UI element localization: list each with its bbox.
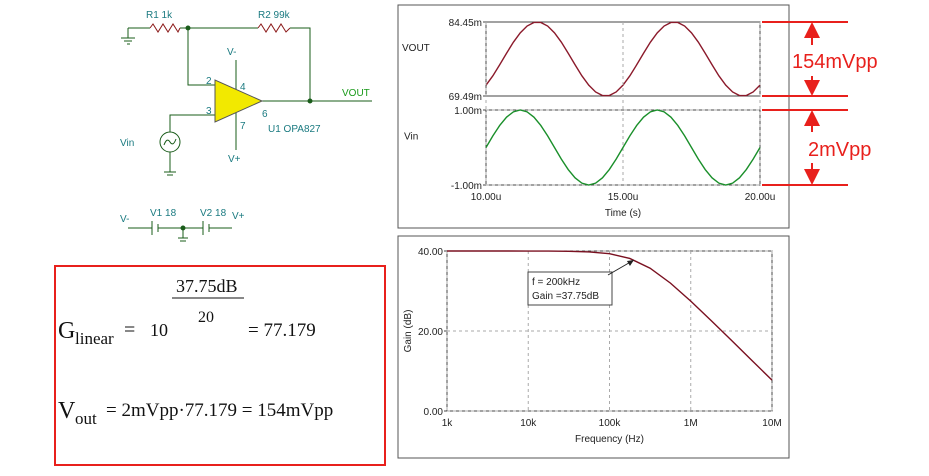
x-tick-label: 10k [520, 418, 537, 429]
equation-box [54, 265, 386, 466]
eq-subscript: linear [75, 329, 114, 348]
supply-label: V+ [232, 211, 245, 222]
pin-label: 7 [240, 121, 246, 132]
y-tick-label: 84.45m [449, 18, 482, 29]
eq-result: = 2mVpp·77.179 = 154mVpp [106, 400, 333, 421]
eq-subscript: out [75, 409, 97, 428]
node [185, 25, 191, 31]
source-wave [163, 138, 177, 146]
x-tick-label: 100k [599, 418, 622, 429]
r1-label: R1 1k [146, 10, 173, 21]
eq-equals: = [124, 319, 135, 341]
y-tick-label: 20.00 [418, 327, 443, 338]
supply-label: V- [120, 214, 129, 225]
series-name: VOUT [402, 43, 430, 54]
eq-exponent-numerator: 37.75dB [176, 276, 238, 296]
y-tick-label: 1.00m [454, 106, 482, 117]
series-line [447, 250, 773, 381]
annotation-arrowhead [626, 260, 634, 266]
x-tick-label: 1k [442, 418, 454, 429]
eq-symbol: G [58, 318, 75, 344]
schematic [121, 23, 372, 242]
y-axis-title: Gain (dB) [403, 310, 414, 353]
pin-label: 3 [206, 106, 212, 117]
opamp [214, 79, 264, 123]
vout-label: VOUT [342, 88, 370, 99]
x-tick-label: 10M [762, 418, 781, 429]
resistors [149, 23, 291, 34]
source [159, 131, 181, 153]
x-axis-title: Frequency (Hz) [575, 434, 644, 445]
pin-label: 2 [206, 76, 212, 87]
x-tick-label: 20.00u [745, 192, 776, 203]
eq-result: = 77.179 [248, 320, 316, 341]
waveform-panel [397, 4, 790, 229]
y-tick-label: 40.00 [418, 247, 443, 258]
node [307, 98, 313, 104]
y-tick-label: 0.00 [424, 407, 444, 418]
x-tick-label: 10.00u [471, 192, 502, 203]
pin-label: 6 [262, 109, 268, 120]
annotation-text: f = 200kHz [532, 277, 580, 288]
vplus-label: V+ [228, 154, 241, 165]
eq-symbol: V [58, 398, 76, 424]
bode-panel [397, 235, 790, 459]
y-tick-label: -1.00m [451, 181, 482, 192]
wires [128, 27, 372, 172]
pp-markers [762, 21, 848, 186]
vout-pp-label: 154mVpp [792, 51, 878, 73]
x-axis-title: Time (s) [605, 208, 641, 219]
vminus-label: V- [227, 47, 236, 58]
x-tick-label: 15.00u [608, 192, 639, 203]
y-tick-label: 69.49m [449, 92, 482, 103]
supply-label: V1 18 [150, 208, 177, 219]
pin-label: 4 [240, 82, 246, 93]
annotation-box [527, 271, 613, 306]
series-name: Vin [404, 132, 418, 143]
vin-pp-label: 2mVpp [808, 139, 871, 161]
supply-label: V2 18 [200, 208, 227, 219]
eq-exponent-denominator: 20 [198, 309, 214, 326]
eq-base: 10 [150, 320, 168, 340]
node [180, 225, 186, 231]
x-tick-label: 1M [684, 418, 698, 429]
opamp-label: U1 OPA827 [268, 124, 321, 135]
vin-label: Vin [120, 138, 134, 149]
supplies [128, 221, 232, 242]
r2-label: R2 99k [258, 10, 291, 21]
series-line [485, 21, 761, 97]
annotation-text: Gain =37.75dB [532, 291, 599, 302]
series-line [485, 109, 761, 186]
grounds [121, 28, 176, 176]
